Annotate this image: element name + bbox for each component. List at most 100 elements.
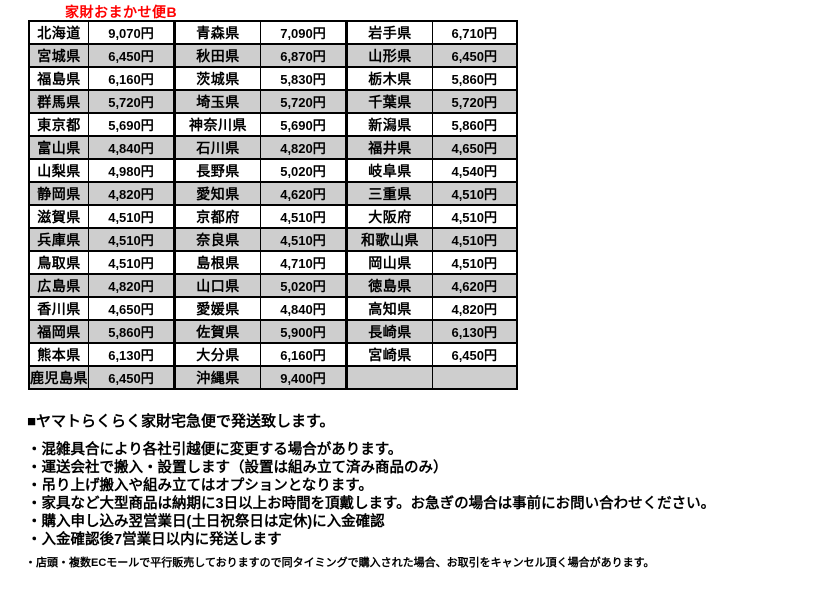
prefecture-cell: 千葉県 [345, 89, 433, 114]
note-line: ・家具など大型商品は納期に3日以上お時間を頂戴します。お急ぎの場合は事前にお問い… [27, 496, 716, 512]
price-cell: 5,020円 [260, 158, 347, 183]
prefecture-cell: 大阪府 [345, 204, 433, 229]
price-cell: 4,510円 [432, 181, 517, 206]
price-cell: 9,400円 [260, 365, 347, 390]
price-cell: 5,690円 [88, 112, 175, 137]
price-cell: 4,980円 [88, 158, 175, 183]
prefecture-cell: 山形県 [345, 43, 433, 68]
price-cell: 4,840円 [88, 135, 175, 160]
price-cell: 4,620円 [260, 181, 347, 206]
price-cell: 6,450円 [88, 43, 175, 68]
prefecture-cell: 福井県 [345, 135, 433, 160]
price-cell: 4,650円 [88, 296, 175, 321]
service-title: 家財おまかせ便B [65, 4, 178, 20]
price-cell: 4,540円 [432, 158, 517, 183]
prefecture-cell: 岡山県 [345, 250, 433, 275]
price-cell: 6,710円 [432, 20, 517, 45]
table-row: 富山県 4,840円 石川県 4,820円 福井県 4,650円 [28, 135, 517, 160]
note-line: ・購入申し込み翌営業日(土日祝祭日は定休)に入金確認 [27, 514, 385, 530]
cancellation-small-note: ・店頭・複数ECモールで平行販売しておりますので同タイミングで購入された場合、お… [25, 557, 655, 569]
prefecture-cell: 愛知県 [173, 181, 261, 206]
prefecture-cell: 香川県 [28, 296, 89, 321]
prefecture-cell: 島根県 [173, 250, 261, 275]
prefecture-cell: 高知県 [345, 296, 433, 321]
price-cell: 5,900円 [260, 319, 347, 344]
prefecture-cell: 和歌山県 [345, 227, 433, 252]
prefecture-cell: 熊本県 [28, 342, 89, 367]
notes-list: ・混雑具合により各社引越便に変更する場合があります。・運送会社で搬入・設置します… [27, 441, 715, 549]
price-cell: 5,720円 [88, 89, 175, 114]
prefecture-cell: 静岡県 [28, 181, 89, 206]
prefecture-cell: 山梨県 [28, 158, 89, 183]
prefecture-cell: 奈良県 [173, 227, 261, 252]
prefecture-cell: 鹿児島県 [28, 365, 89, 390]
price-cell: 7,090円 [260, 20, 347, 45]
table-row: 静岡県 4,820円 愛知県 4,620円 三重県 4,510円 [28, 181, 517, 206]
prefecture-cell: 新潟県 [345, 112, 433, 137]
prefecture-cell: 神奈川県 [173, 112, 261, 137]
prefecture-cell: 滋賀県 [28, 204, 89, 229]
prefecture-cell: 長野県 [173, 158, 261, 183]
price-cell: 9,070円 [88, 20, 175, 45]
table-row: 広島県 4,820円 山口県 5,020円 徳島県 4,620円 [28, 273, 517, 298]
price-cell: 4,510円 [432, 204, 517, 229]
prefecture-cell: 鳥取県 [28, 250, 89, 275]
prefecture-cell: 兵庫県 [28, 227, 89, 252]
prefecture-cell: 東京都 [28, 112, 89, 137]
table-row: 滋賀県 4,510円 京都府 4,510円 大阪府 4,510円 [28, 204, 517, 229]
shipping-notes-heading: ■ヤマトらくらく家財宅急便で発送致します。 [27, 413, 335, 430]
price-cell: 5,860円 [432, 112, 517, 137]
price-cell: 5,860円 [432, 66, 517, 91]
prefecture-cell: 富山県 [28, 135, 89, 160]
shipping-fee-table: 北海道 9,070円 青森県 7,090円 岩手県 6,710円 宮城県 6,450円 秋田県 6… [28, 20, 518, 390]
price-cell: 4,510円 [88, 204, 175, 229]
fee-table-body: 北海道 9,070円 青森県 7,090円 岩手県 6,710円 宮城県 6,450円 秋田県 6… [28, 20, 517, 390]
table-row: 福岡県 5,860円 佐賀県 5,900円 長崎県 6,130円 [28, 319, 517, 344]
table-row: 群馬県 5,720円 埼玉県 5,720円 千葉県 5,720円 [28, 89, 517, 114]
prefecture-cell: 愛媛県 [173, 296, 261, 321]
price-cell: 5,020円 [260, 273, 347, 298]
prefecture-cell: 群馬県 [28, 89, 89, 114]
price-cell: 6,450円 [432, 43, 517, 68]
price-cell: 4,620円 [432, 273, 517, 298]
prefecture-cell: 三重県 [345, 181, 433, 206]
price-cell: 6,160円 [260, 342, 347, 367]
price-cell: 5,830円 [260, 66, 347, 91]
prefecture-cell: 大分県 [173, 342, 261, 367]
price-cell: 6,130円 [88, 342, 175, 367]
price-cell: 4,510円 [88, 227, 175, 252]
price-cell: 4,820円 [88, 273, 175, 298]
price-cell: 4,820円 [88, 181, 175, 206]
prefecture-cell: 秋田県 [173, 43, 261, 68]
note-line: ・混雑具合により各社引越便に変更する場合があります。 [27, 442, 403, 458]
price-cell: 4,510円 [432, 227, 517, 252]
table-row: 熊本県 6,130円 大分県 6,160円 宮崎県 6,450円 [28, 342, 517, 367]
table-row: 宮城県 6,450円 秋田県 6,870円 山形県 6,450円 [28, 43, 517, 68]
table-row: 鹿児島県 6,450円 沖縄県 9,400円 [28, 365, 517, 390]
note-line: ・入金確認後7営業日以内に発送します [27, 532, 282, 548]
price-cell: 4,510円 [260, 227, 347, 252]
prefecture-cell: 福岡県 [28, 319, 89, 344]
price-cell: 6,160円 [88, 66, 175, 91]
table-row: 北海道 9,070円 青森県 7,090円 岩手県 6,710円 [28, 20, 517, 45]
price-cell: 6,870円 [260, 43, 347, 68]
price-cell: 4,510円 [260, 204, 347, 229]
note-line: ・運送会社で搬入・設置します（設置は組み立て済み商品のみ） [27, 460, 448, 476]
table-row: 山梨県 4,980円 長野県 5,020円 岐阜県 4,540円 [28, 158, 517, 183]
price-cell: 4,650円 [432, 135, 517, 160]
prefecture-cell [345, 365, 433, 390]
table-row: 福島県 6,160円 茨城県 5,830円 栃木県 5,860円 [28, 66, 517, 91]
price-cell: 4,710円 [260, 250, 347, 275]
prefecture-cell: 宮崎県 [345, 342, 433, 367]
price-cell: 4,820円 [260, 135, 347, 160]
price-cell: 4,820円 [432, 296, 517, 321]
prefecture-cell: 福島県 [28, 66, 89, 91]
price-cell: 6,450円 [432, 342, 517, 367]
prefecture-cell: 石川県 [173, 135, 261, 160]
price-cell: 6,450円 [88, 365, 175, 390]
prefecture-cell: 京都府 [173, 204, 261, 229]
price-cell: 5,720円 [432, 89, 517, 114]
prefecture-cell: 岐阜県 [345, 158, 433, 183]
prefecture-cell: 宮城県 [28, 43, 89, 68]
prefecture-cell: 北海道 [28, 20, 89, 45]
